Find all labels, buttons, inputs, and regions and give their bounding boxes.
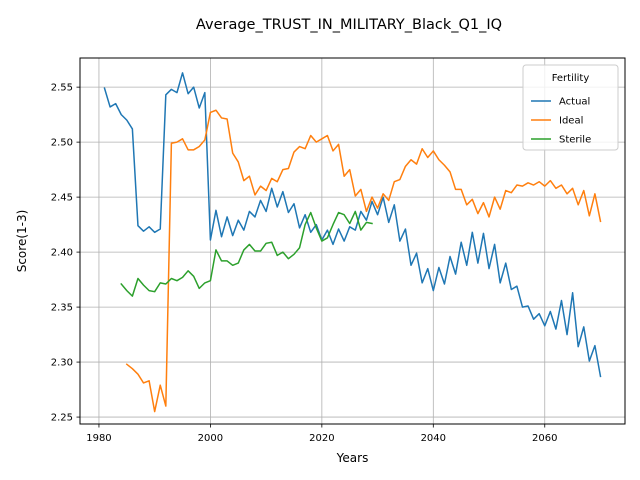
x-tick-label: 2020 bbox=[309, 433, 334, 444]
legend: Fertility Actual Ideal Sterile bbox=[523, 65, 618, 150]
y-tick-label: 2.55 bbox=[51, 83, 73, 94]
chart-title: Average_TRUST_IN_MILITARY_Black_Q1_IQ bbox=[196, 17, 502, 33]
legend-title: Fertility bbox=[552, 73, 590, 84]
legend-label-actual: Actual bbox=[559, 97, 590, 108]
x-tick-label: 2040 bbox=[421, 433, 446, 444]
legend-label-sterile: Sterile bbox=[559, 135, 591, 146]
x-axis-label: Years bbox=[336, 451, 369, 465]
y-tick-label: 2.50 bbox=[51, 138, 73, 149]
y-axis-label: Score(1-3) bbox=[15, 210, 29, 273]
y-tick-label: 2.35 bbox=[51, 303, 73, 314]
x-tick-label: 2060 bbox=[532, 433, 557, 444]
legend-label-ideal: Ideal bbox=[559, 116, 583, 127]
y-tick-label: 2.25 bbox=[51, 413, 73, 424]
y-tick-label: 2.45 bbox=[51, 193, 73, 204]
x-tick-label: 2000 bbox=[198, 433, 223, 444]
y-tick-label: 2.30 bbox=[51, 358, 73, 369]
y-tick-label: 2.40 bbox=[51, 248, 73, 259]
x-tick-label: 1980 bbox=[86, 433, 111, 444]
